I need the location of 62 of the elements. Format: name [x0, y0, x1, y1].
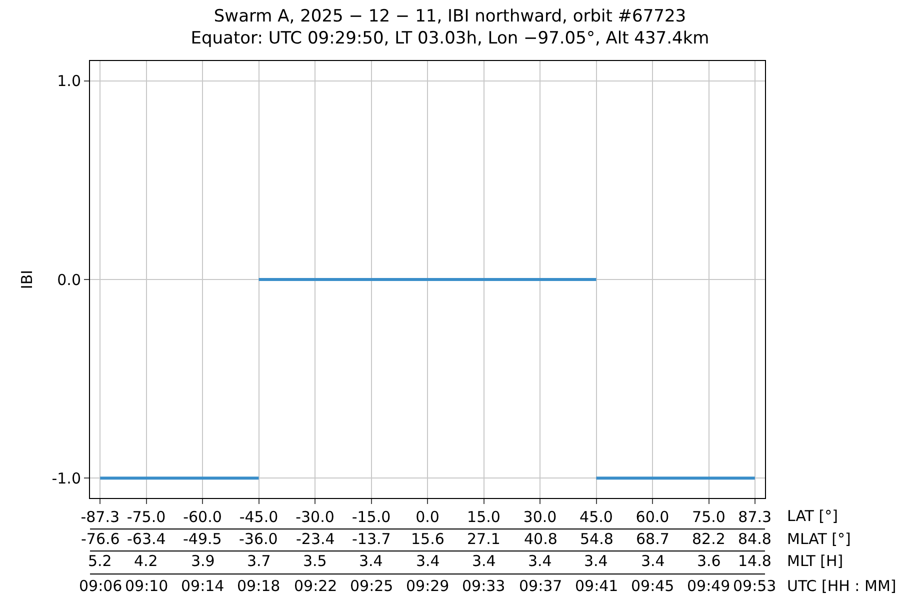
text: 68.7	[636, 530, 670, 548]
text: 14.8	[738, 552, 772, 570]
x-tick-label: -87.3	[80, 508, 120, 526]
y-axis-title: IBI	[18, 270, 36, 290]
text: 5.2	[88, 552, 112, 570]
text: -36.0	[239, 530, 278, 548]
text: 4.2	[134, 552, 158, 570]
text: -13.7	[352, 530, 391, 548]
text: 15.6	[411, 530, 444, 548]
x-tick-label: -30.0	[296, 508, 334, 526]
text: 09:41	[575, 577, 618, 595]
text: 84.8	[738, 530, 772, 548]
x-tick-label: 75.0	[692, 508, 726, 526]
text: 09:29	[406, 577, 450, 595]
chart-subtitle: Equator: UTC 09:29:50, LT 03.03h, Lon −97.05°, Alt 437.4km	[190, 28, 710, 49]
text: 09:06	[79, 577, 122, 595]
x-tick-label: 60.0	[636, 508, 670, 526]
text: 09:33	[462, 577, 506, 595]
text: MLAT [°]	[787, 530, 851, 548]
text: 27.1	[467, 530, 500, 548]
text: 3.6	[697, 552, 721, 570]
text: 3.4	[359, 552, 383, 570]
x-tick-label: 87.3	[738, 508, 772, 526]
text: 3.7	[247, 552, 271, 570]
text: 3.4	[528, 552, 552, 570]
text: 82.2	[692, 530, 726, 548]
y-tick-label: -1.0	[52, 469, 81, 488]
text: 09:18	[237, 577, 280, 595]
text: 09:14	[181, 577, 224, 595]
text: 54.8	[580, 530, 614, 548]
text: -49.5	[183, 530, 222, 548]
text: UTC [HH : MM]	[787, 577, 896, 595]
text: 09:22	[294, 577, 338, 595]
text: -76.6	[81, 530, 120, 548]
text: 09:45	[631, 577, 674, 595]
text: -23.4	[296, 530, 335, 548]
x-axis-title: LAT [°]	[787, 507, 838, 525]
x-tick-label: 0.0	[416, 508, 440, 526]
text: 3.4	[472, 552, 496, 570]
x-tick-label: -60.0	[183, 508, 222, 526]
text: 09:25	[350, 577, 394, 595]
text: 09:10	[125, 577, 168, 595]
text: -63.4	[127, 530, 166, 548]
y-tick-label: 0.0	[57, 270, 81, 289]
text: MLT [H]	[787, 552, 844, 570]
text: 40.8	[524, 530, 558, 548]
text: 3.5	[303, 552, 327, 570]
x-tick-label: -45.0	[239, 508, 278, 526]
text: 3.4	[584, 552, 608, 570]
text: 09:37	[519, 577, 562, 595]
y-tick-label: 1.0	[57, 72, 81, 90]
text: 3.4	[416, 552, 440, 570]
chart-title: Swarm A, 2025 − 12 − 11, IBI northward, orbit #67723	[214, 6, 686, 27]
x-tick-label: -15.0	[352, 508, 391, 526]
text: 09:53	[733, 577, 776, 595]
x-tick-label: 15.0	[467, 508, 500, 526]
text: 3.9	[191, 552, 215, 570]
x-tick-label: 30.0	[523, 508, 557, 526]
x-tick-label: -75.0	[126, 508, 166, 526]
text: 09:49	[687, 577, 730, 595]
text: 3.4	[641, 552, 665, 570]
x-tick-label: 45.0	[580, 508, 613, 526]
